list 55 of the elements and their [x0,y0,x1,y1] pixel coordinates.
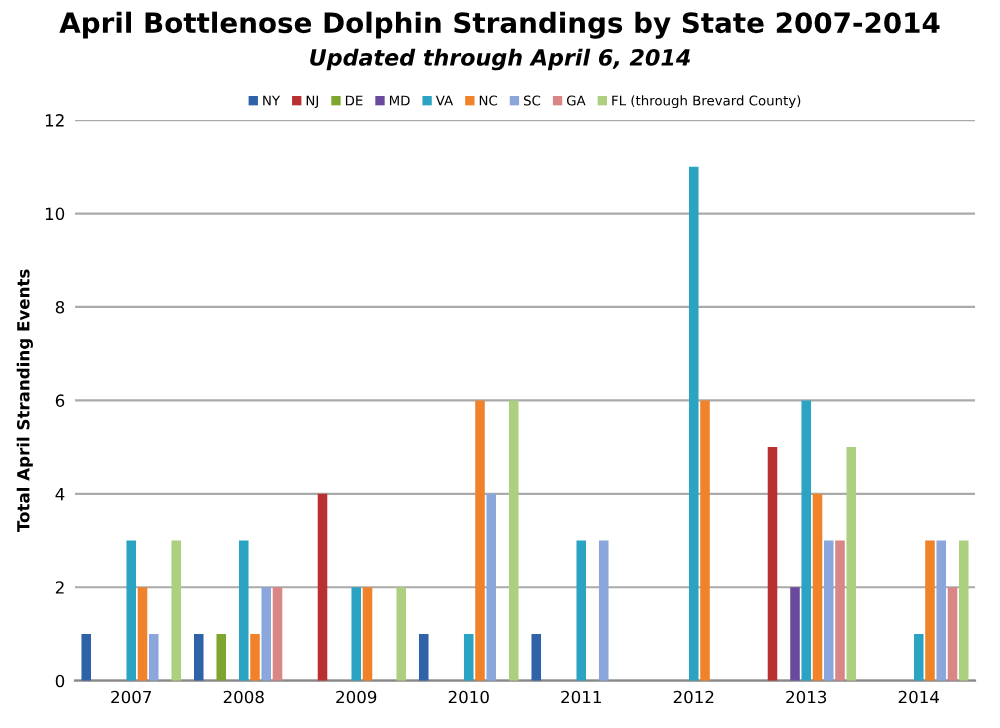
bar [508,400,519,681]
bar [835,540,845,681]
bar [576,540,587,681]
bar [790,587,800,681]
bar [126,540,137,681]
bar [250,633,260,681]
y-tick-label: 2 [55,581,64,594]
bar [958,540,969,681]
bar [801,400,812,681]
y-tick-label: 12 [45,114,64,127]
y-tick-label: 10 [45,207,65,221]
x-tick-label: 2013 [786,690,827,704]
x-tick-label: 2012 [673,690,714,704]
chart-title: April Bottlenose Dolphin Strandings by State 2007-2014 [59,11,940,39]
x-tick-label: 2009 [336,690,377,704]
bar [688,166,699,681]
bar [767,447,778,681]
bar [137,587,148,681]
bar [598,540,609,681]
bar [463,633,474,681]
bar [531,633,542,681]
bar [193,633,204,681]
bar [486,493,497,681]
bar [846,447,857,681]
y-tick-label: 4 [55,488,65,501]
bar [475,400,485,681]
y-axis-title: Total April Stranding Events [16,269,33,533]
bar [936,540,947,681]
x-tick-label: 2010 [448,690,489,704]
bar [171,540,182,681]
bar [272,587,283,681]
bar [317,493,328,681]
bar [925,540,935,681]
bar [362,587,373,681]
bar [418,633,429,681]
bar [148,633,159,681]
y-tick-label: 6 [55,394,65,407]
bar [261,587,272,681]
chart-subtitle: Updated through April 6, 2014 [310,48,690,71]
bar [396,587,407,681]
bar [216,633,227,681]
bar [823,540,834,681]
bar [913,633,924,681]
bar [238,540,249,681]
x-tick-label: 2011 [561,690,601,704]
bar [700,400,710,681]
bar [947,587,958,681]
bar [812,493,823,681]
y-tick-label: 8 [55,300,65,314]
x-tick-label: 2007 [111,690,152,704]
bar [81,633,92,681]
x-tick-label: 2008 [223,690,264,704]
y-tick-label: 0 [55,674,65,688]
x-tick-label: 2014 [898,690,940,704]
bar [351,587,362,681]
